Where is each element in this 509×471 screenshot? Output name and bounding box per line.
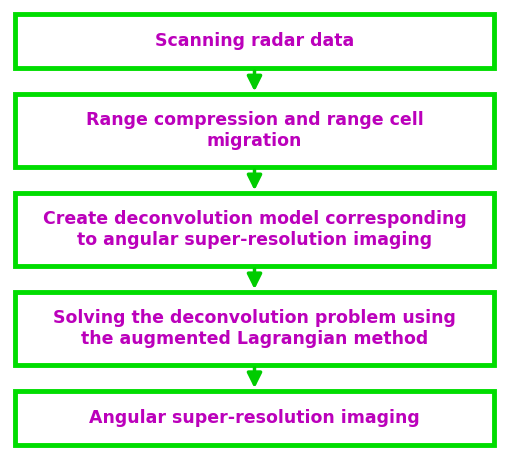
Text: Scanning radar data: Scanning radar data xyxy=(155,32,354,50)
Text: Angular super-resolution imaging: Angular super-resolution imaging xyxy=(89,409,420,427)
Text: Create deconvolution model corresponding
to angular super-resolution imaging: Create deconvolution model corresponding… xyxy=(43,210,466,249)
FancyBboxPatch shape xyxy=(15,391,494,445)
FancyBboxPatch shape xyxy=(15,292,494,365)
Text: Range compression and range cell
migration: Range compression and range cell migrati… xyxy=(86,111,423,150)
FancyBboxPatch shape xyxy=(15,94,494,167)
FancyBboxPatch shape xyxy=(15,193,494,266)
Text: Solving the deconvolution problem using
the augmented Lagrangian method: Solving the deconvolution problem using … xyxy=(53,309,456,348)
FancyBboxPatch shape xyxy=(15,14,494,68)
